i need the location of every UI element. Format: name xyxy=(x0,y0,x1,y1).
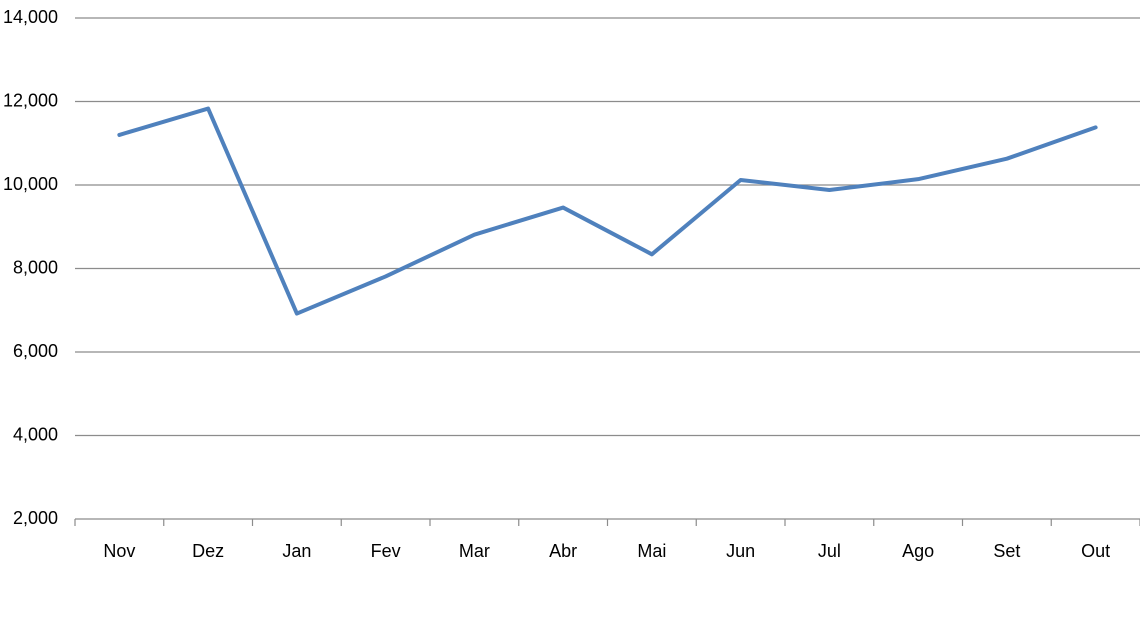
y-tick-label: 2,000 xyxy=(13,508,58,528)
x-tick-label: Ago xyxy=(902,541,934,561)
y-tick-label: 10,000 xyxy=(3,174,58,194)
x-tick-label: Mai xyxy=(637,541,666,561)
y-tick-label: 4,000 xyxy=(13,424,58,444)
y-tick-label: 6,000 xyxy=(13,341,58,361)
y-tick-label: 8,000 xyxy=(13,257,58,277)
x-tick-label: Jun xyxy=(726,541,755,561)
line-series xyxy=(117,106,1098,316)
x-tick-label: Dez xyxy=(192,541,224,561)
y-tick-label: 14,000 xyxy=(3,7,58,27)
x-tick-label: Jul xyxy=(818,541,841,561)
x-tick-label: Nov xyxy=(103,541,135,561)
x-tick-label: Set xyxy=(993,541,1020,561)
x-tick-label: Abr xyxy=(549,541,577,561)
x-tick-label: Fev xyxy=(371,541,401,561)
x-tick-label: Out xyxy=(1081,541,1110,561)
x-tick-label: Mar xyxy=(459,541,490,561)
y-tick-label: 12,000 xyxy=(3,90,58,110)
x-tick-label: Jan xyxy=(282,541,311,561)
